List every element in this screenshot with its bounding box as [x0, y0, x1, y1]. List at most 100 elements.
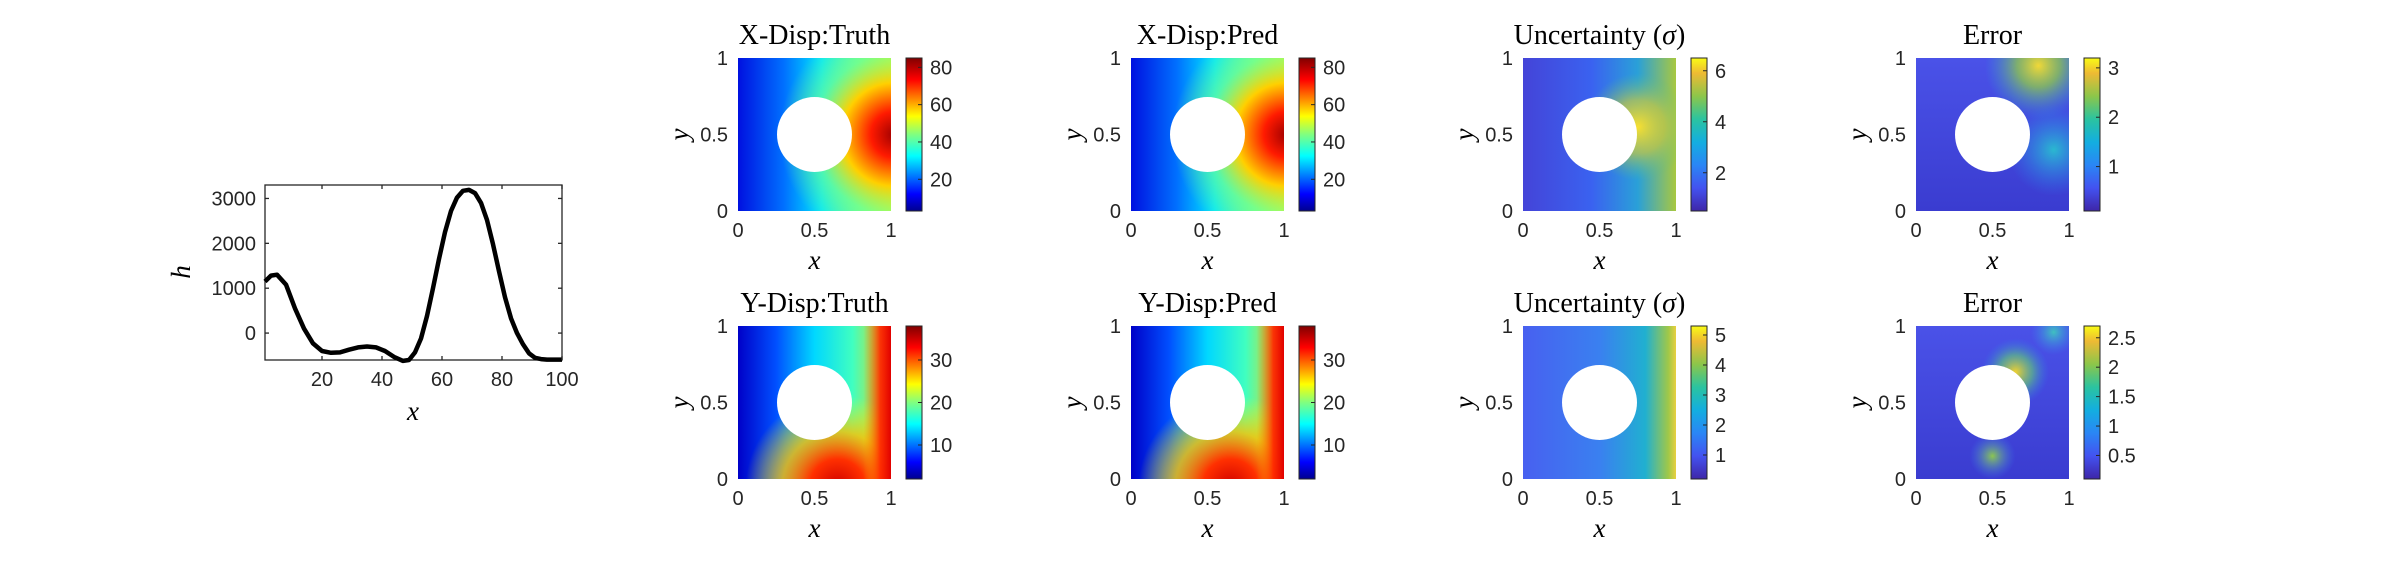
heatmap-x-label: x	[1593, 513, 1606, 543]
heatmap-x-label: x	[808, 513, 821, 543]
colorbar-tick-label: 1.5	[2108, 387, 2136, 409]
heatmap-x-tick-label: 1	[885, 220, 896, 242]
heatmap-y-tick-label: 0.5	[700, 125, 728, 147]
heatmap-x-tick-label: 0.5	[1586, 488, 1614, 510]
heatmap-x-tick-label: 1	[2063, 488, 2074, 510]
colorbar	[905, 57, 923, 212]
colorbar-tick-label: 40	[930, 132, 952, 154]
heatmap-y-tick-label: 1	[717, 48, 728, 70]
heatmap-x-label: x	[1201, 513, 1214, 543]
heatmap-x-tick-label: 1	[1278, 220, 1289, 242]
heatmap-panel: Uncertainty (σ) 0 0.5 1 0 0.5 1 x y 2 4 6	[1449, 20, 1726, 275]
colorbar-tick-label: 60	[930, 95, 952, 117]
heatmap-y-tick-label: 1	[1895, 48, 1906, 70]
heatmap-hole	[1955, 365, 2030, 440]
line-x-tick-label: 80	[491, 369, 513, 391]
colorbar-tick-label: 60	[1323, 95, 1345, 117]
heatmap-x-label: x	[1986, 513, 1999, 543]
heatmap-y-tick-label: 1	[717, 316, 728, 338]
heatmap-title: Y-Disp:Truth	[740, 288, 888, 319]
heatmap-hole	[777, 97, 852, 172]
heatmap-x-tick-label: 0	[1125, 488, 1136, 510]
heatmap-hole	[777, 365, 852, 440]
heatmap-y-tick-label: 0.5	[700, 393, 728, 415]
heatmap-y-label: y	[1057, 128, 1087, 143]
heatmap-y-label: y	[664, 128, 694, 143]
colorbar-tick-label: 10	[1323, 435, 1345, 457]
line-x-tick-label: 100	[545, 369, 578, 391]
heatmap-y-label: y	[1449, 396, 1479, 411]
heatmap-x-tick-label: 0.5	[801, 488, 829, 510]
heatmap-y-label: y	[1449, 128, 1479, 143]
colorbar-tick-label: 20	[930, 169, 952, 191]
heatmap-y-tick-label: 0	[1110, 469, 1121, 491]
heatmap-x-tick-label: 1	[1278, 488, 1289, 510]
colorbar-tick-label: 20	[1323, 393, 1345, 415]
heatmap-y-tick-label: 0.5	[1093, 393, 1121, 415]
colorbar	[1690, 57, 1708, 212]
heatmap-y-tick-label: 0.5	[1485, 125, 1513, 147]
heatmap-x-tick-label: 0	[1910, 488, 1921, 510]
colorbar-tick-label: 2	[2108, 357, 2119, 379]
heatmap-x-tick-label: 1	[2063, 220, 2074, 242]
heatmap-y-tick-label: 1	[1895, 316, 1906, 338]
heatmap-y-tick-label: 0	[717, 201, 728, 223]
colorbar-tick-label: 1	[2108, 416, 2119, 438]
colorbar-tick-label: 2.5	[2108, 328, 2136, 350]
heatmap-x-tick-label: 0	[1125, 220, 1136, 242]
line-x-label: x	[406, 396, 419, 426]
line-x-tick-label: 40	[371, 369, 393, 391]
heatmap-x-label: x	[808, 245, 821, 275]
line-x-tick-label: 20	[311, 369, 333, 391]
line-y-tick-label: 0	[245, 323, 256, 345]
heatmap-x-tick-label: 0	[1910, 220, 1921, 242]
line-series	[263, 187, 562, 364]
line-y-tick-label: 3000	[212, 188, 257, 210]
line-x-tick-label: 60	[431, 369, 453, 391]
colorbar-tick-label: 3	[2108, 58, 2119, 80]
heatmap-title: Y-Disp:Pred	[1138, 288, 1276, 319]
colorbar-tick-label: 1	[1715, 445, 1726, 467]
colorbar-tick-label: 80	[1323, 57, 1345, 79]
heatmap-y-tick-label: 1	[1502, 316, 1513, 338]
colorbar-tick-label: 2	[2108, 107, 2119, 129]
heatmap-x-tick-label: 0.5	[1979, 220, 2007, 242]
heatmap-y-tick-label: 0	[717, 469, 728, 491]
colorbar-tick-label: 30	[930, 350, 952, 372]
colorbar	[1298, 57, 1316, 212]
heatmap-hole	[1170, 97, 1245, 172]
line-axes-box	[264, 184, 563, 361]
heatmap-panel: X-Disp:Pred 0 0.5 1 0 0.5 1 x y 20 40 60 80	[1057, 20, 1345, 275]
heatmap-x-tick-label: 1	[1670, 220, 1681, 242]
heatmap-hole	[1562, 97, 1637, 172]
heatmap-y-tick-label: 0.5	[1878, 125, 1906, 147]
colorbar-tick-label: 40	[1323, 132, 1345, 154]
colorbar	[1690, 325, 1708, 480]
colorbar-tick-label: 1	[2108, 157, 2119, 179]
heatmap-x-tick-label: 0.5	[1979, 488, 2007, 510]
heatmap-y-label: y	[1057, 396, 1087, 411]
colorbar	[2083, 325, 2101, 480]
heatmap-y-tick-label: 0	[1502, 469, 1513, 491]
colorbar-tick-label: 4	[1715, 112, 1726, 134]
heatmap-y-tick-label: 0	[1110, 201, 1121, 223]
heatmap-x-tick-label: 0.5	[801, 220, 829, 242]
heatmap-title: Uncertainty (σ)	[1514, 288, 1686, 319]
colorbar	[2083, 57, 2101, 212]
colorbar-tick-label: 3	[1715, 385, 1726, 407]
heatmap-hole	[1170, 365, 1245, 440]
heatmap-x-tick-label: 1	[1670, 488, 1681, 510]
heatmap-hole	[1955, 97, 2030, 172]
colorbar-tick-label: 4	[1715, 355, 1726, 377]
heatmap-x-tick-label: 0	[1517, 220, 1528, 242]
heatmap-title: X-Disp:Truth	[739, 20, 890, 51]
line-y-tick-label: 2000	[212, 233, 257, 255]
heatmap-panel: Error 0 0.5 1 0 0.5 1 x y 0.5 1 1.5 2 2.5	[1842, 288, 2136, 543]
heatmap-y-tick-label: 0.5	[1093, 125, 1121, 147]
heatmap-panel: Error 0 0.5 1 0 0.5 1 x y 1 2 3	[1842, 20, 2119, 275]
heatmap-x-tick-label: 0.5	[1586, 220, 1614, 242]
colorbar-tick-label: 5	[1715, 325, 1726, 347]
heatmap-title: Uncertainty (σ)	[1514, 20, 1686, 51]
